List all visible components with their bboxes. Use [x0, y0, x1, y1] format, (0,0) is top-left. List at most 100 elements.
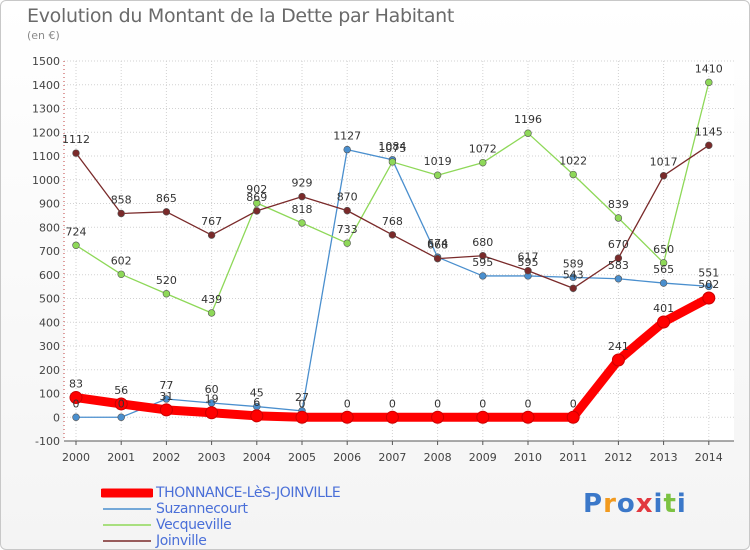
y-tick-label: 1100: [32, 150, 60, 163]
y-tick-label: 1500: [32, 55, 60, 68]
y-tick-label: 200: [39, 364, 60, 377]
brand-letter: x: [635, 489, 654, 519]
brand-logo: Proxiti: [583, 489, 687, 519]
data-label: 241: [608, 340, 629, 353]
legend-label: Joinville: [156, 533, 207, 549]
brand-letter: i: [676, 489, 687, 519]
x-tick-label: 2013: [650, 451, 678, 464]
data-label: 1072: [469, 143, 497, 156]
data-point: [614, 254, 623, 262]
brand-letter: i: [653, 489, 664, 519]
data-point: [117, 270, 125, 278]
data-label: 733: [337, 223, 358, 236]
data-point: [117, 209, 125, 218]
legend-swatch: [101, 488, 153, 498]
data-label: 31: [159, 390, 173, 403]
x-tick-label: 2002: [152, 451, 180, 464]
data-label: 674: [427, 237, 448, 250]
data-label: 0: [344, 397, 351, 410]
data-point: [476, 410, 490, 424]
data-label: 767: [201, 215, 222, 228]
data-point: [162, 395, 171, 403]
data-point: [250, 409, 264, 423]
y-tick-label: 400: [39, 316, 60, 329]
x-tick-label: 2001: [107, 451, 135, 464]
data-label: 0: [434, 397, 441, 410]
data-label: 1112: [62, 133, 90, 146]
data-label: 60: [205, 383, 219, 396]
data-label: 77: [159, 379, 173, 392]
data-label: 1196: [514, 113, 542, 126]
data-point: [343, 145, 351, 154]
data-point: [705, 78, 713, 87]
data-label: 0: [299, 397, 306, 410]
x-tick-label: 2011: [559, 451, 587, 464]
data-label: 617: [518, 251, 539, 264]
data-label: 1145: [695, 125, 723, 138]
y-tick-label: 600: [39, 269, 60, 282]
y-tick-label: 1300: [32, 103, 60, 116]
data-point: [72, 149, 80, 157]
data-label: 19: [205, 393, 219, 406]
data-point: [207, 309, 216, 317]
data-point: [298, 192, 306, 201]
data-label: 0: [389, 397, 396, 410]
x-tick-label: 2004: [243, 451, 271, 464]
data-point: [162, 208, 171, 216]
data-label: 551: [698, 266, 719, 279]
brand-letter: r: [603, 489, 617, 519]
data-label: 1019: [424, 155, 452, 168]
data-label: 818: [292, 203, 313, 216]
data-label: 595: [518, 256, 539, 269]
x-tick-label: 2010: [514, 451, 542, 464]
data-point: [479, 272, 487, 280]
y-tick-label: 700: [39, 245, 60, 258]
data-label: 668: [427, 239, 448, 252]
data-point: [385, 410, 399, 424]
data-point: [295, 410, 309, 424]
data-label: 1017: [650, 156, 678, 169]
data-label: 858: [111, 193, 132, 206]
data-point: [298, 219, 306, 227]
x-tick-label: 2006: [333, 451, 361, 464]
data-label: 45: [250, 387, 264, 400]
data-point: [524, 129, 532, 137]
data-point: [207, 231, 216, 239]
data-label: 680: [472, 236, 493, 249]
legend-label: Suzannecourt: [156, 501, 248, 517]
data-point: [657, 315, 671, 329]
x-tick-label: 2003: [198, 451, 226, 464]
data-label: 27: [295, 391, 309, 404]
data-label: 870: [337, 191, 358, 204]
legend-swatch: [103, 524, 151, 526]
y-tick-label: 900: [39, 198, 60, 211]
data-label: 1084: [378, 140, 406, 153]
data-point: [253, 199, 261, 207]
x-tick-label: 2008: [424, 451, 452, 464]
series-layer: [69, 78, 716, 424]
data-point: [611, 353, 625, 367]
data-label: 929: [292, 177, 313, 190]
data-label: 902: [246, 183, 267, 196]
data-point: [479, 252, 487, 260]
data-label: 869: [246, 191, 267, 204]
data-point: [569, 284, 577, 292]
brand-letter: P: [583, 489, 604, 519]
brand-letter: t: [663, 489, 677, 519]
data-point: [433, 171, 442, 179]
data-label: 1127: [333, 130, 361, 143]
data-point: [159, 403, 173, 417]
data-label: 1075: [378, 142, 406, 155]
data-label: 768: [382, 215, 403, 228]
data-label: 520: [156, 274, 177, 287]
legend-swatch: [103, 508, 151, 510]
data-label: 1410: [695, 62, 723, 75]
brand-letter: o: [616, 489, 636, 519]
data-label: 0: [525, 397, 532, 410]
data-point: [614, 275, 623, 283]
data-label: 502: [698, 278, 719, 291]
data-point: [702, 291, 716, 305]
y-tick-label: 500: [39, 293, 60, 306]
